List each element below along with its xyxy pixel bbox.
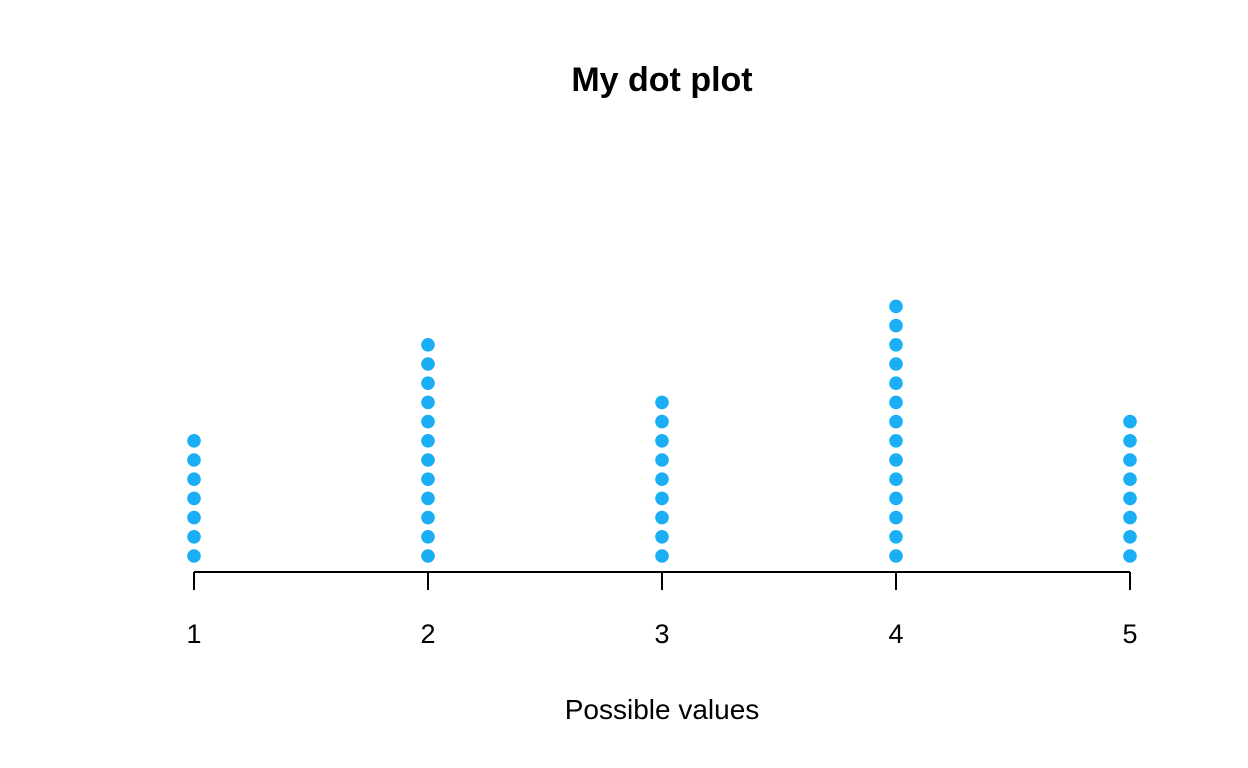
- data-dot: [889, 491, 903, 506]
- data-dot: [655, 472, 669, 487]
- x-tick-label: 5: [1122, 619, 1137, 649]
- data-dot: [655, 395, 669, 410]
- data-dot: [1123, 472, 1137, 487]
- data-dot: [421, 549, 435, 563]
- data-dot: [187, 491, 201, 506]
- data-dot: [1123, 434, 1137, 448]
- data-dot: [1123, 491, 1137, 506]
- data-dot: [655, 491, 669, 506]
- data-dot: [889, 510, 903, 525]
- x-axis-ticks: 1 2 3 4 5: [186, 572, 1138, 649]
- data-dot: [655, 510, 669, 525]
- data-dot: [187, 453, 201, 467]
- data-dot: [889, 357, 903, 371]
- data-dot: [187, 510, 201, 525]
- x-tick-label: 1: [186, 619, 201, 649]
- x-tick-label: 4: [888, 619, 903, 649]
- data-dot: [421, 530, 435, 544]
- data-dot: [1123, 510, 1137, 525]
- data-dot: [889, 299, 903, 314]
- data-dot: [421, 376, 435, 391]
- x-tick-label: 3: [654, 619, 669, 649]
- data-dot: [889, 318, 903, 333]
- data-dot: [421, 434, 435, 448]
- data-dot: [889, 434, 903, 448]
- data-dot: [889, 549, 903, 563]
- dots-layer: [187, 299, 1137, 563]
- data-dot: [421, 453, 435, 467]
- data-dot: [421, 491, 435, 506]
- data-dot: [1123, 414, 1137, 429]
- data-dot: [655, 414, 669, 429]
- data-dot: [187, 434, 201, 448]
- chart-title: My dot plot: [571, 61, 752, 99]
- data-dot: [187, 549, 201, 563]
- x-tick-label: 2: [420, 619, 435, 649]
- data-dot: [187, 472, 201, 487]
- data-dot: [421, 414, 435, 429]
- data-dot: [889, 338, 903, 352]
- data-dot: [655, 434, 669, 448]
- data-dot: [1123, 549, 1137, 563]
- data-dot: [421, 472, 435, 487]
- x-axis-label: Possible values: [565, 694, 760, 725]
- data-dot: [421, 357, 435, 371]
- data-dot: [889, 472, 903, 487]
- data-dot: [655, 530, 669, 544]
- data-dot: [889, 414, 903, 429]
- data-dot: [889, 376, 903, 391]
- data-dot: [421, 395, 435, 410]
- data-dot: [889, 453, 903, 467]
- data-dot: [1123, 530, 1137, 544]
- data-dot: [655, 549, 669, 563]
- data-dot: [655, 453, 669, 467]
- data-dot: [1123, 453, 1137, 467]
- data-dot: [421, 510, 435, 525]
- data-dot: [187, 530, 201, 544]
- data-dot: [421, 338, 435, 352]
- data-dot: [889, 395, 903, 410]
- data-dot: [889, 530, 903, 544]
